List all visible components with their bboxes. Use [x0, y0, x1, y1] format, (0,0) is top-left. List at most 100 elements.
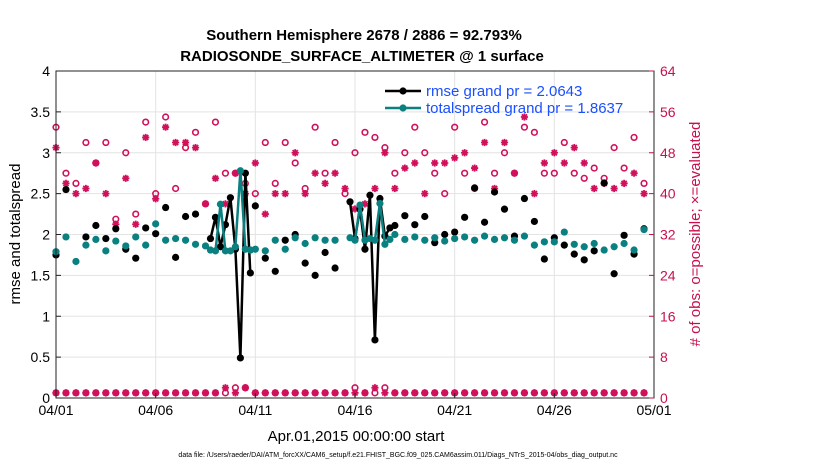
rmse-point [366, 191, 374, 199]
obs-possible-point [391, 169, 399, 177]
y-tick-label: 2.5 [31, 186, 51, 202]
obs-evaluated-point [82, 184, 90, 193]
obs-evaluated-point [451, 389, 459, 397]
rmse-point [480, 218, 489, 226]
obs-possible-point [401, 149, 409, 157]
obs-possible-point [311, 123, 319, 131]
y-tick-label: 3 [42, 145, 50, 161]
spread-point [371, 236, 379, 244]
y2-tick-label: 32 [660, 227, 676, 243]
obs-evaluated-point [291, 389, 299, 397]
obs-possible-point [620, 164, 628, 172]
y-tick-label: 2 [42, 227, 50, 243]
obs-evaluated-point [570, 389, 578, 397]
obs-evaluated-point [520, 113, 529, 121]
obs-evaluated-point [401, 164, 409, 172]
obs-possible-point [122, 149, 130, 157]
ticks: 04/01 04/06 04/11 04/16 04/21 04/26 05/0100.51… [31, 63, 676, 418]
obs-evaluated-point [540, 389, 548, 397]
obs-possible-point [191, 128, 200, 136]
obs-evaluated-point [92, 389, 100, 397]
rmse-point [580, 256, 588, 264]
spread-point [356, 201, 364, 209]
spread-point [520, 232, 529, 240]
rmse-point [610, 270, 618, 278]
spread-point [471, 236, 479, 244]
obs-evaluated-point [311, 169, 319, 177]
obs-evaluated-point [201, 200, 210, 208]
obs-evaluated-point [142, 133, 150, 142]
obs-evaluated-point [102, 389, 110, 397]
obs-evaluated-point [112, 389, 120, 397]
spread-point [376, 199, 384, 208]
obs-evaluated-point [451, 154, 459, 162]
obs-evaluated-point [411, 389, 419, 397]
obs-evaluated-point [550, 389, 558, 397]
spread-point [102, 247, 110, 255]
obs-evaluated-point [341, 184, 349, 193]
obs-possible-point [421, 149, 429, 157]
rmse-point [311, 271, 319, 279]
spread-point [226, 247, 235, 255]
obs-evaluated-point [550, 149, 558, 157]
spread-point [510, 236, 519, 244]
rmse-point [162, 203, 170, 212]
y2-tick-label: 64 [660, 63, 676, 79]
spread-point [560, 228, 568, 236]
obs-evaluated-point [162, 123, 170, 131]
obs-evaluated-point [221, 384, 230, 392]
y2-tick-label: 40 [660, 186, 676, 202]
obs-evaluated-point [102, 190, 110, 198]
obs-evaluated-point [510, 169, 519, 177]
rmse-point [271, 267, 279, 275]
spread-point [570, 240, 578, 248]
spread-point [181, 236, 190, 244]
spread-point [231, 243, 239, 251]
obs-possible-point [640, 179, 648, 188]
obs-possible-point [530, 128, 539, 136]
obs-evaluated-point [251, 389, 259, 397]
rmse-point [112, 225, 120, 233]
spread-point [640, 225, 648, 234]
x-tick-label: 04/21 [437, 402, 472, 418]
obs-evaluated-point [351, 389, 359, 397]
rmse-point [216, 243, 225, 251]
obs-evaluated-point [411, 159, 419, 167]
obs-evaluated-point [600, 389, 608, 397]
spread-point [122, 242, 130, 250]
y2-tick-label: 48 [660, 145, 676, 161]
obs-evaluated-point [271, 190, 279, 198]
obs-evaluated-point [421, 190, 429, 198]
spread-point [321, 236, 329, 244]
spread-point [62, 233, 70, 241]
obs-evaluated-point [431, 389, 439, 397]
spread-point [142, 241, 150, 249]
obs-evaluated-point [500, 389, 509, 397]
series-layer [52, 113, 648, 397]
obs-possible-point [172, 184, 180, 193]
obs-evaluated-point [500, 138, 509, 147]
obs-evaluated-point [291, 149, 299, 157]
obs-possible-point [221, 169, 230, 177]
spread-point [351, 236, 359, 244]
obs-possible-point [480, 118, 489, 126]
obs-evaluated-point [112, 220, 120, 228]
obs-evaluated-point [590, 389, 598, 397]
spread-point [301, 239, 309, 248]
obs-evaluated-point [530, 190, 538, 198]
obs-possible-point [271, 179, 279, 188]
x-tick-label: 04/26 [537, 402, 572, 418]
spread-point [630, 246, 638, 254]
rmse-point [261, 254, 269, 262]
rmse-point [371, 336, 379, 344]
obs-evaluated-point [331, 389, 339, 397]
obs-evaluated-point [580, 389, 588, 397]
obs-possible-point [500, 149, 509, 157]
rmse-point [152, 230, 160, 238]
rmse-point [321, 248, 329, 257]
obs-evaluated-point [271, 389, 279, 397]
obs-possible-point [520, 123, 529, 131]
obs-evaluated-point [381, 389, 389, 397]
obs-evaluated-point [231, 169, 239, 177]
legend-spread-marker [399, 104, 407, 112]
